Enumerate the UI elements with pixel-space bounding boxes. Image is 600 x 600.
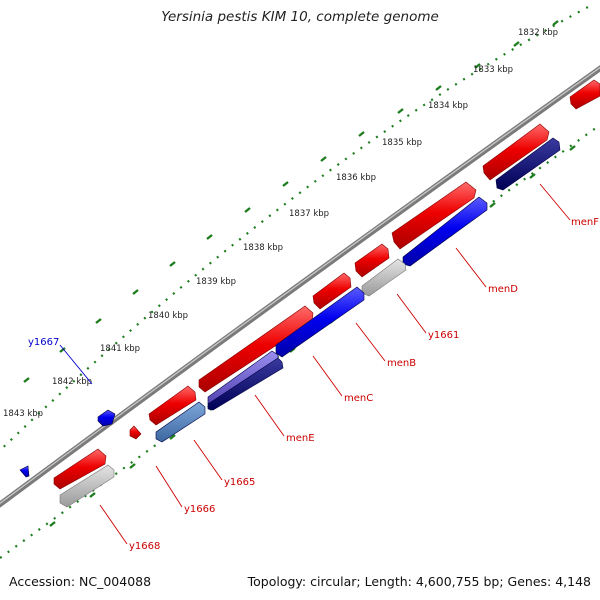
major-tick bbox=[206, 234, 213, 240]
gene-label-menE[interactable]: menE bbox=[286, 433, 315, 444]
gene-label-menC[interactable]: menC bbox=[344, 393, 373, 404]
kbp-label: 1843 kbp bbox=[3, 409, 43, 419]
gene-grey[interactable] bbox=[59, 464, 115, 508]
major-tick bbox=[23, 377, 30, 383]
kbp-label: 1838 kbp bbox=[243, 243, 283, 253]
gene-label-y1667[interactable]: y1667 bbox=[28, 337, 59, 348]
gene-label-group: menF menD y1661 menB menC menE y1665 y16… bbox=[28, 217, 599, 552]
leader-menB bbox=[355, 322, 386, 362]
gene-label-y1665[interactable]: y1665 bbox=[224, 477, 255, 488]
gene-label-y1668[interactable]: y1668 bbox=[129, 541, 160, 552]
gene-label-menD[interactable]: menD bbox=[488, 284, 518, 295]
major-tick bbox=[320, 156, 327, 162]
major-tick bbox=[49, 521, 56, 527]
major-tick bbox=[569, 145, 576, 151]
backbone-highlight bbox=[0, 66, 600, 505]
major-tick bbox=[59, 347, 66, 353]
major-tick bbox=[244, 207, 251, 213]
kbp-label: 1836 kbp bbox=[336, 173, 376, 183]
major-tick bbox=[489, 202, 496, 208]
gene-blue-small[interactable] bbox=[97, 409, 116, 427]
leader-y1668 bbox=[99, 504, 128, 545]
gene-red[interactable] bbox=[482, 123, 550, 181]
gene-label-y1661[interactable]: y1661 bbox=[428, 330, 459, 341]
major-tick bbox=[89, 492, 96, 498]
gene-blue[interactable] bbox=[275, 286, 365, 358]
gene-light-blue[interactable] bbox=[155, 401, 206, 443]
gene-red[interactable] bbox=[53, 448, 107, 490]
major-tick bbox=[132, 289, 139, 295]
kbp-label: 1832 kbp bbox=[518, 28, 558, 38]
gene-label-menB[interactable]: menB bbox=[387, 358, 416, 369]
major-tick bbox=[282, 181, 289, 187]
leader-menF bbox=[539, 183, 571, 221]
major-tick bbox=[169, 434, 176, 440]
kbp-label: 1841 kbp bbox=[100, 344, 140, 354]
gene-red[interactable] bbox=[391, 181, 477, 250]
major-tick bbox=[529, 173, 536, 179]
gene-red[interactable] bbox=[129, 425, 142, 440]
major-tick bbox=[513, 41, 520, 47]
kbp-label: 1837 kbp bbox=[289, 209, 329, 219]
kbp-label: 1842 kbp bbox=[52, 377, 92, 387]
leader-y1665 bbox=[193, 439, 223, 481]
map-title: Yersinia pestis KIM 10, complete genome bbox=[161, 9, 439, 25]
genome-backbone bbox=[0, 65, 600, 508]
leader-lines bbox=[59, 183, 571, 545]
leader-menE bbox=[254, 394, 285, 437]
major-tick bbox=[552, 20, 559, 26]
inner-tick-dots bbox=[0, 124, 600, 559]
genome-summary-text: Topology: circular; Length: 4,600,755 bp… bbox=[247, 574, 591, 589]
major-tick bbox=[129, 463, 136, 469]
kbp-label: 1840 kbp bbox=[148, 311, 188, 321]
major-tick bbox=[358, 131, 365, 137]
major-tick bbox=[435, 85, 442, 91]
gene-red[interactable] bbox=[312, 272, 352, 310]
gene-blue-tiny[interactable] bbox=[19, 465, 30, 478]
gene-red[interactable] bbox=[354, 243, 390, 278]
backbone-line bbox=[0, 65, 600, 508]
major-tick bbox=[397, 108, 404, 114]
kbp-label: 1839 kbp bbox=[196, 277, 236, 287]
leader-menC bbox=[312, 355, 343, 397]
gene-red[interactable] bbox=[569, 79, 600, 110]
kbp-label: 1833 kbp bbox=[473, 65, 513, 75]
gene-red[interactable] bbox=[148, 385, 197, 426]
accession-text: Accession: NC_004088 bbox=[9, 574, 152, 589]
leader-menD bbox=[455, 247, 487, 288]
gene-dark-blue[interactable] bbox=[207, 357, 284, 411]
leader-y1667 bbox=[59, 344, 93, 385]
leader-y1661 bbox=[396, 293, 427, 334]
major-tick bbox=[95, 318, 102, 324]
major-tick bbox=[169, 261, 176, 267]
leader-y1666 bbox=[155, 465, 183, 508]
gene-dark-blue[interactable] bbox=[495, 137, 561, 191]
reverse-genes bbox=[19, 137, 561, 508]
kbp-label: 1834 kbp bbox=[428, 101, 468, 111]
gene-label-y1666[interactable]: y1666 bbox=[184, 504, 215, 515]
outer-major-ticks bbox=[23, 20, 559, 383]
forward-genes bbox=[53, 79, 600, 490]
kbp-label: 1835 kbp bbox=[382, 138, 422, 148]
kbp-labels: 1832 kbp 1833 kbp 1834 kbp 1835 kbp 1836… bbox=[3, 28, 558, 419]
gene-label-menF[interactable]: menF bbox=[571, 217, 599, 228]
inner-tick-ring bbox=[0, 124, 600, 559]
major-tick bbox=[474, 63, 481, 69]
